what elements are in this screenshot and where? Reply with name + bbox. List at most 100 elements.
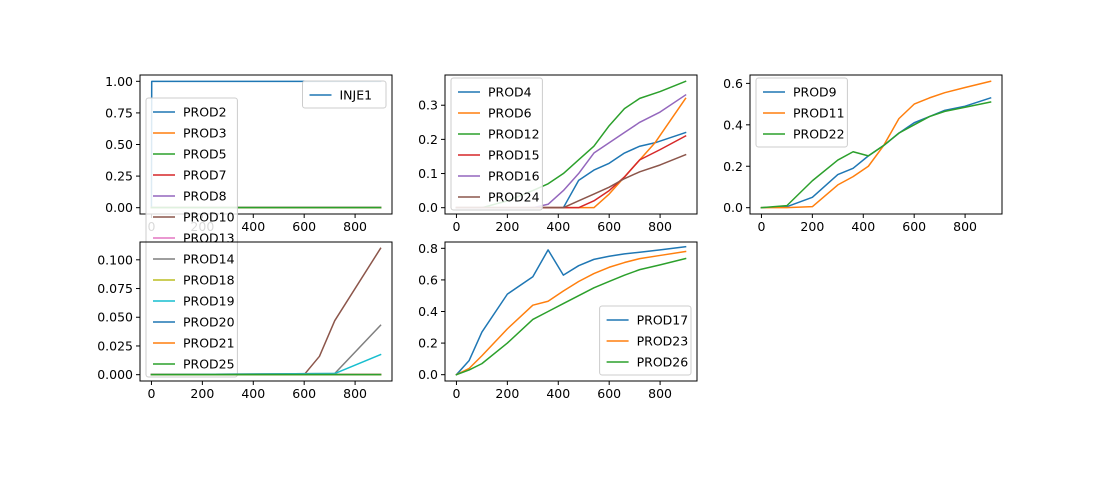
legend-label-prod4: PROD4 [488, 85, 532, 100]
x-tick-label: 0 [147, 386, 155, 401]
legend-label-prod14: PROD14 [183, 252, 235, 267]
y-tick-label: 0.8 [418, 241, 438, 256]
legend-box [599, 305, 692, 376]
legend-label-prod20: PROD20 [183, 315, 235, 330]
legend-label-prod8: PROD8 [183, 189, 227, 204]
y-tick-label: 0.6 [723, 76, 743, 91]
legend-box [755, 77, 848, 148]
legend-2: PROD2 PROD3 PROD5 PROD7 PROD8 PROD10 PROD13 PRO… [145, 97, 238, 378]
legend-label-prod17: PROD17 [637, 313, 689, 328]
x-tick-label: 200 [190, 386, 214, 401]
y-tick-label: 0.0 [418, 200, 438, 215]
series-lines [455, 245, 687, 376]
legend-label-prod26: PROD26 [637, 355, 689, 370]
x-tick-label: 800 [648, 219, 672, 234]
x-tick-label: 800 [343, 219, 367, 234]
axes-frame [444, 74, 698, 215]
y-tick-label: 0.2 [418, 132, 438, 147]
x-tick-label: 200 [800, 219, 824, 234]
legend-1: PROD4 PROD6 PROD12 PROD15 PROD16 PROD24 [450, 77, 543, 211]
series-lines [150, 247, 382, 376]
series-lines [760, 80, 992, 209]
x-tick-label: 200 [495, 386, 519, 401]
x-tick-label: 400 [546, 219, 570, 234]
series-line-prod26 [455, 257, 687, 376]
y-tick-label: 0.75 [105, 105, 133, 120]
y-tick-label: 0.3 [418, 98, 438, 113]
y-tick-label: 0.1 [418, 166, 438, 181]
y-tick-label: 0.25 [105, 169, 133, 184]
y-tick-label: 0.025 [97, 338, 133, 353]
legend-label-prod6: PROD6 [488, 106, 532, 121]
legend-label-prod10: PROD10 [183, 210, 235, 225]
legend-1: PROD9 PROD11 PROD22 [755, 77, 848, 148]
x-tick-label: 600 [597, 219, 621, 234]
x-tick-label: 400 [241, 386, 265, 401]
legend-label-prod21: PROD21 [183, 336, 235, 351]
x-tick-label: 200 [495, 219, 519, 234]
x-tick-label: 400 [546, 386, 570, 401]
x-tick-label: 600 [292, 386, 316, 401]
legend-1: PROD17 PROD23 PROD26 [599, 305, 692, 376]
legend-label-prod3: PROD3 [183, 126, 227, 141]
y-tick-label: 1.00 [105, 74, 133, 89]
y-tick-label: 0.50 [105, 137, 133, 152]
axes-frame [749, 74, 1003, 215]
series-line-prod24 [455, 153, 687, 209]
y-tick-label: 0.0 [723, 200, 743, 215]
y-tick-label: 0.4 [723, 117, 743, 132]
series-line-prod22 [760, 101, 992, 209]
x-tick-label: 600 [902, 219, 926, 234]
x-tick-label: 800 [343, 386, 367, 401]
legend-label-prod7: PROD7 [183, 168, 227, 183]
x-tick-label: 0 [452, 219, 460, 234]
axes-frame [139, 241, 393, 382]
legend-label-prod5: PROD5 [183, 147, 227, 162]
legend-label-inje1: INJE1 [340, 88, 373, 103]
legend-label-prod11: PROD11 [793, 106, 845, 121]
legend-label-prod9: PROD9 [793, 85, 837, 100]
legend-label-prod15: PROD15 [488, 148, 540, 163]
legend-1: INJE1 [302, 80, 387, 109]
x-tick-label: 600 [292, 219, 316, 234]
series-line-prod4 [455, 131, 687, 209]
y-tick-label: 0.6 [418, 272, 438, 287]
x-tick-label: 800 [953, 219, 977, 234]
subplot-5: 0 200 400 600 800 0.0 0.2 0.4 0.6 0.8 PROD17 PROD23… [418, 241, 698, 401]
y-tick-label: 0.4 [418, 304, 438, 319]
x-tick-label: 0 [452, 386, 460, 401]
series-line-prod16 [455, 93, 687, 209]
x-tick-label: 800 [648, 386, 672, 401]
y-tick-label: 0.0 [418, 367, 438, 382]
y-tick-label: 0.100 [97, 252, 133, 267]
legend-label-prod24: PROD24 [488, 190, 540, 205]
y-tick-label: 0.00 [105, 200, 133, 215]
legend-label-prod13: PROD13 [183, 231, 235, 246]
legend-label-prod23: PROD23 [637, 334, 689, 349]
legend-label-prod12: PROD12 [488, 127, 540, 142]
y-tick-label: 0.2 [723, 159, 743, 174]
series-lines [455, 80, 687, 209]
subplot-4: 0 200 400 600 800 0.000 0.025 0.050 0.075 0.100 [97, 241, 393, 401]
y-tick-label: 0.000 [97, 367, 133, 382]
x-tick-label: 600 [597, 386, 621, 401]
legend-label-prod22: PROD22 [793, 127, 845, 142]
series-line-prod17 [455, 245, 687, 376]
x-tick-label: 0 [757, 219, 765, 234]
y-tick-label: 0.050 [97, 310, 133, 325]
legend-box [302, 80, 387, 109]
legend-label-prod2: PROD2 [183, 105, 227, 120]
x-tick-label: 400 [851, 219, 875, 234]
legend-box [145, 97, 238, 378]
series-line-prod23 [455, 250, 687, 376]
subplot-2: 0 200 400 600 800 0.0 0.1 0.2 0.3 PROD4 PROD6 PROD1… [418, 74, 698, 234]
subplot-3: 0 200 400 600 8000.00.20.40.6PROD9PROD11PROD… [723, 74, 1003, 234]
legend-box [450, 77, 543, 211]
legend-label-prod19: PROD19 [183, 294, 235, 309]
y-tick-label: 0.075 [97, 281, 133, 296]
legend-label-prod25: PROD25 [183, 357, 235, 372]
x-tick-label: 400 [241, 219, 265, 234]
legend-label-prod16: PROD16 [488, 169, 540, 184]
legend-label-prod18: PROD18 [183, 273, 235, 288]
